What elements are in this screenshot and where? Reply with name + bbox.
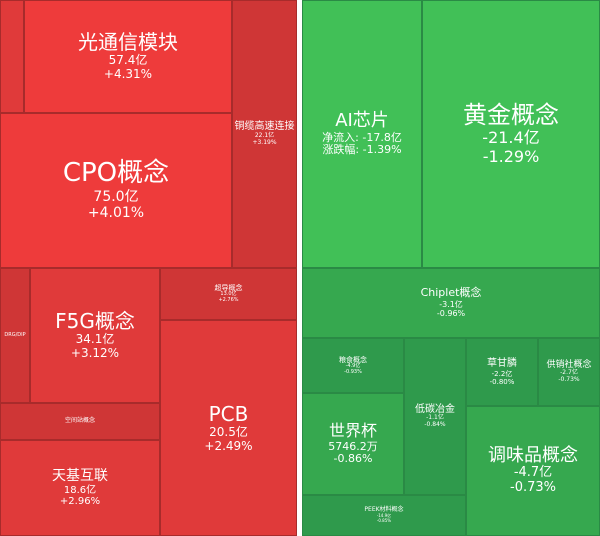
tile-name: DRG/DIP	[4, 331, 26, 338]
tile-value: 5746.2万	[328, 439, 378, 453]
tile-name: 粮食概念	[339, 355, 367, 364]
treemap-tile-grain[interactable]: 粮食概念 -4.9亿 -0.93%	[302, 338, 404, 393]
tile-value: 34.1亿	[75, 332, 115, 347]
tile-change: +3.19%	[252, 138, 277, 146]
tile-change: -0.80%	[489, 377, 515, 386]
tile-change: +3.12%	[70, 346, 120, 360]
treemap-tile-sky-ground[interactable]: 天基互联 18.6亿 +2.96%	[0, 440, 160, 536]
tile-change: -1.29%	[482, 146, 540, 166]
tile-name: 供销社概念	[546, 359, 592, 370]
tile-value: -3.1亿	[439, 300, 463, 310]
treemap-tile-f5g[interactable]: F5G概念 34.1亿 +3.12%	[30, 268, 160, 403]
tile-value: 75.0亿	[93, 189, 139, 206]
tile-change: -0.73%	[510, 480, 556, 496]
tile-name: PCB	[208, 401, 249, 426]
tile-value: -1.1亿	[426, 414, 444, 422]
tile-value: 净流入: -17.8亿	[322, 130, 402, 144]
tile-name: 铜缆高速连接	[234, 121, 295, 133]
tile-name: 黄金概念	[463, 100, 559, 129]
tile-change: -0.85%	[376, 517, 392, 523]
tile-change: +4.01%	[87, 205, 145, 222]
tile-value: -2.7亿	[560, 369, 578, 377]
treemap-tile-pos-tiny[interactable]	[0, 0, 24, 113]
treemap-tile-ai-chip[interactable]: AI芯片 净流入: -17.8亿 涨跌幅: -1.39%	[302, 0, 422, 268]
tile-name: 调味品概念	[488, 444, 578, 466]
treemap-tile-optical-comm[interactable]: 光通信模块 57.4亿 +4.31%	[24, 0, 232, 113]
tile-value: 57.4亿	[108, 53, 148, 68]
treemap-tile-gold[interactable]: 黄金概念 -21.4亿 -1.29%	[422, 0, 600, 268]
treemap-tile-copper-cable[interactable]: 铜缆高速连接 22.1亿 +3.19%	[232, 0, 297, 268]
tile-value: 22.1亿	[254, 131, 275, 139]
tile-change: -0.84%	[424, 421, 446, 429]
treemap-tile-superconductor[interactable]: 超导概念 13.0亿 +2.76%	[160, 268, 297, 320]
tile-name: 光通信模块	[78, 30, 178, 55]
tile-value: 18.6亿	[63, 484, 97, 496]
tile-change: +2.96%	[59, 496, 101, 508]
treemap-tile-air-defense[interactable]: 空间站概念	[0, 403, 160, 440]
tile-name: 草甘膦	[487, 358, 517, 370]
treemap-tile-cpo[interactable]: CPO概念 75.0亿 +4.01%	[0, 113, 232, 268]
tile-value: -2.2亿	[491, 369, 513, 378]
tile-name: PEEK材料概念	[364, 506, 404, 514]
tile-name: CPO概念	[62, 158, 170, 189]
tile-change: +2.76%	[218, 297, 239, 304]
tile-name: 天基互联	[52, 468, 108, 485]
tile-value: 20.5亿	[209, 424, 248, 439]
tile-name: 世界杯	[328, 421, 377, 441]
tile-name: F5G概念	[55, 309, 135, 334]
treemap-tile-glyphosate[interactable]: 草甘膦 -2.2亿 -0.80%	[466, 338, 538, 406]
treemap-tile-chiplet[interactable]: Chiplet概念 -3.1亿 -0.96%	[302, 268, 600, 338]
tile-name: 超导概念	[214, 284, 243, 293]
treemap-tile-peek[interactable]: PEEK材料概念 -14.9亿 -0.85%	[302, 495, 466, 536]
treemap-tile-drg-dip[interactable]: DRG/DIP	[0, 268, 30, 403]
treemap-tile-seasoning[interactable]: 调味品概念 -4.7亿 -0.73%	[466, 406, 600, 536]
treemap-tile-pcb[interactable]: PCB 20.5亿 +2.49%	[160, 320, 297, 536]
tile-name: 低碳冶金	[415, 403, 455, 415]
tile-change: +2.49%	[204, 438, 253, 453]
treemap-tile-world-cup[interactable]: 世界杯 5746.2万 -0.86%	[302, 393, 404, 495]
tile-change: -0.96%	[436, 309, 466, 319]
tile-change: 涨跌幅: -1.39%	[322, 143, 402, 157]
tile-name: 空间站概念	[64, 417, 95, 425]
treemap-tile-supply-coop[interactable]: 供销社概念 -2.7亿 -0.73%	[538, 338, 600, 406]
tile-value: -14.9亿	[376, 513, 392, 519]
group-divider	[297, 0, 302, 536]
tile-name: AI芯片	[335, 110, 389, 132]
tile-value: 13.0亿	[220, 291, 237, 298]
tile-value: -4.9亿	[345, 362, 361, 369]
tile-change: -0.86%	[333, 452, 373, 466]
treemap-tile-low-carbon[interactable]: 低碳冶金 -1.1亿 -0.84%	[404, 338, 466, 495]
tile-value: -4.7亿	[513, 465, 553, 481]
tile-value: -21.4亿	[482, 128, 540, 148]
tile-change: -0.93%	[344, 368, 362, 375]
tile-name: Chiplet概念	[420, 286, 482, 300]
tile-change: +4.31%	[103, 67, 153, 81]
tile-change: -0.73%	[558, 376, 580, 384]
